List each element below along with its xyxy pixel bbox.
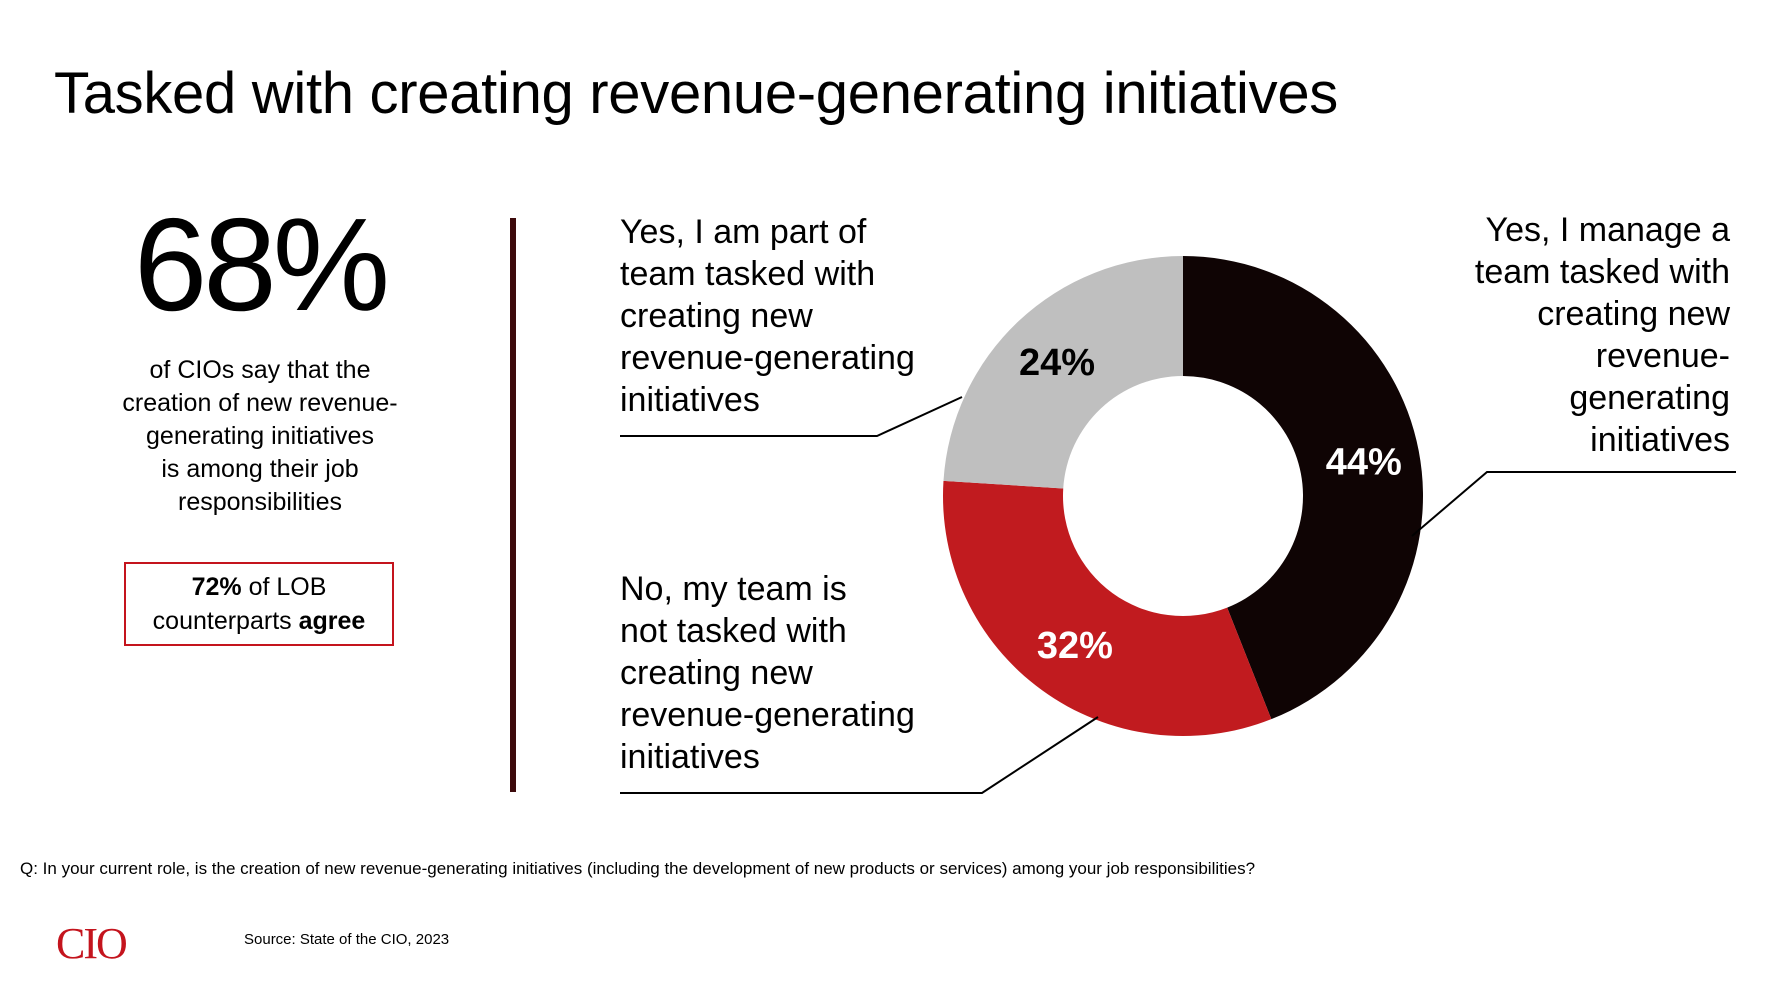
lob-text-2: counterparts	[152, 607, 299, 635]
label-yes-manage-team: Yes, I manage a team tasked with creatin…	[1474, 211, 1730, 459]
donut-slice-3	[943, 255, 1183, 489]
vertical-divider	[510, 218, 516, 792]
donut-slice-1	[1183, 256, 1424, 720]
label-yes-part-of-team: Yes, I am part of team tasked with creat…	[620, 213, 915, 419]
lob-value: 72%	[191, 573, 242, 601]
donut-slice-label-3: 24%	[1019, 342, 1095, 384]
donut-slice-2	[942, 480, 1272, 736]
headline-description: of CIOs say that the creation of new rev…	[122, 356, 398, 516]
lob-emphasis: agree	[298, 607, 366, 635]
lob-text-1: of LOB	[241, 573, 327, 601]
source-note: Source: State of the CIO, 2023	[244, 931, 450, 948]
leader-line-yes-part	[620, 396, 963, 437]
donut-slice-label-2: 32%	[1037, 625, 1113, 667]
cio-logo: CIO	[56, 919, 128, 968]
label-not-tasked: No, my team is not tasked with creating …	[620, 570, 915, 776]
headline-percentage: 68%	[133, 191, 390, 338]
page-title: Tasked with creating revenue-generating …	[54, 61, 1338, 126]
lob-callout-box: 72% of LOB counterparts agree	[124, 562, 394, 646]
leader-line-yes-manage	[1411, 471, 1736, 537]
donut-slice-label-1: 44%	[1326, 442, 1402, 484]
leader-line-not-tasked	[620, 716, 1099, 794]
survey-question: Q: In your current role, is the creation…	[20, 859, 1256, 878]
